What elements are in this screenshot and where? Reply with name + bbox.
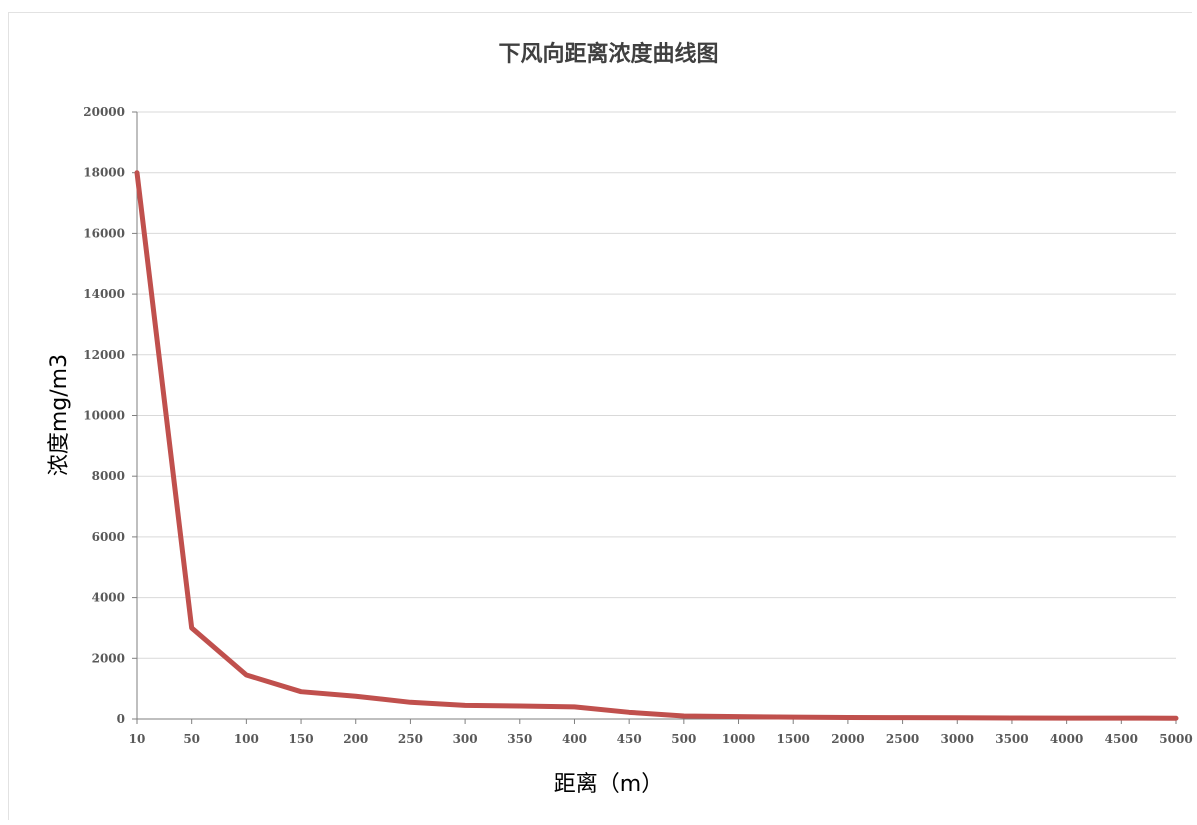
gridlines [137,111,1176,659]
tick-labels: 0 2000 4000 6000 8000 10000 12000 14000 16000 180… [83,105,1192,746]
y-tick-label: 2000 [92,651,125,665]
x-tick-label: 300 [453,732,478,746]
data-point [1065,716,1069,720]
y-tick-label: 4000 [92,591,125,605]
x-tick-label: 3500 [995,732,1028,746]
x-tick-label: 5000 [1159,732,1192,746]
data-point [791,715,795,719]
data-point [190,626,194,630]
data-point [244,673,248,677]
chart-title: 下风向距离浓度曲线图 [498,42,719,67]
data-point [901,716,905,720]
data-point [354,694,358,698]
y-tick-label: 10000 [83,409,125,423]
data-point [1174,716,1178,720]
x-tick-label: 50 [183,732,200,746]
y-tick-label: 0 [117,712,125,726]
data-point [463,703,467,707]
x-tick-label: 450 [617,732,642,746]
data-point [846,715,850,719]
x-tick-label: 350 [507,732,532,746]
data-point [682,714,686,718]
x-tick-label: 250 [398,732,423,746]
y-tick-label: 8000 [92,469,125,483]
y-tick-label: 20000 [83,105,125,119]
x-tick-label: 1000 [722,732,755,746]
x-tick-label: 2000 [831,732,864,746]
x-tick-label: 10 [129,732,146,746]
x-tick-label: 3000 [941,732,974,746]
x-tick-label: 4500 [1105,732,1138,746]
data-point [518,704,522,708]
x-tick-label: 1500 [777,732,810,746]
x-tick-label: 150 [289,732,314,746]
x-tick-label: 4000 [1050,732,1083,746]
y-tick-label: 12000 [83,348,125,362]
data-point [627,710,631,714]
y-tick-label: 14000 [83,287,125,301]
x-tick-label: 400 [562,732,587,746]
y-tick-label: 16000 [83,226,125,240]
data-point [1119,716,1123,720]
data-point [572,705,576,709]
data-point [408,700,412,704]
x-axis-title: 距离（m） [553,772,664,797]
x-tick-label: 500 [671,732,696,746]
y-tick-label: 18000 [83,166,125,180]
series-layer [134,170,1179,721]
x-tick-label: 200 [343,732,368,746]
x-tick-label: 2500 [886,732,919,746]
data-point [955,716,959,720]
x-tick-label: 100 [234,732,259,746]
data-point [299,690,303,694]
data-point [737,715,741,719]
axes [132,111,1177,724]
data-point [135,171,139,175]
y-tick-label: 6000 [92,530,125,544]
series-line [134,170,1179,721]
data-point [1010,716,1014,720]
